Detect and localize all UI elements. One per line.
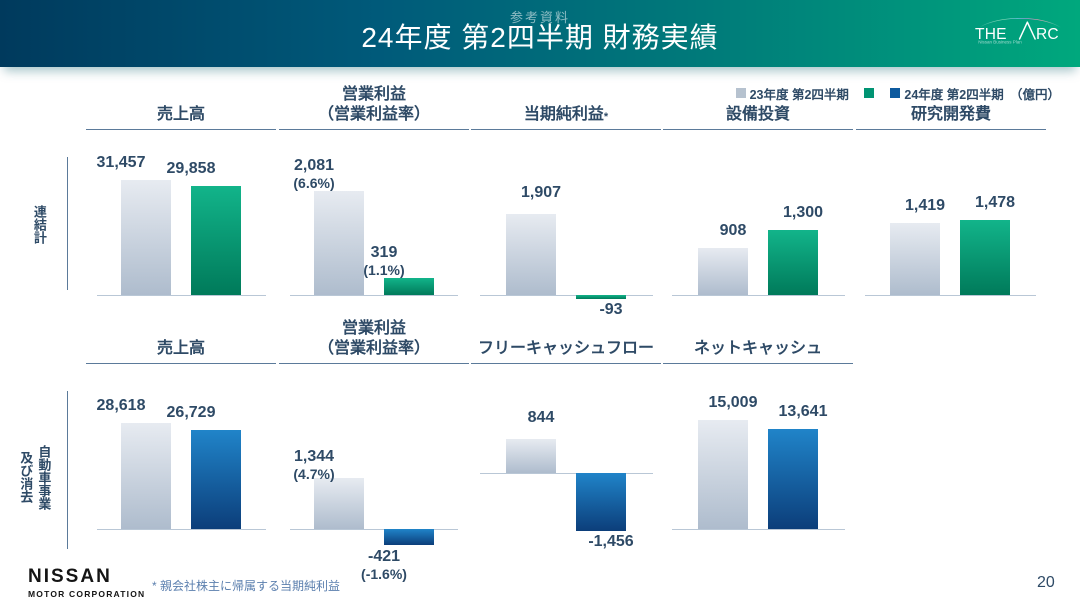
svg-text:RC: RC	[1036, 26, 1059, 43]
svg-text:Nissan Business Plan: Nissan Business Plan	[978, 39, 1022, 44]
